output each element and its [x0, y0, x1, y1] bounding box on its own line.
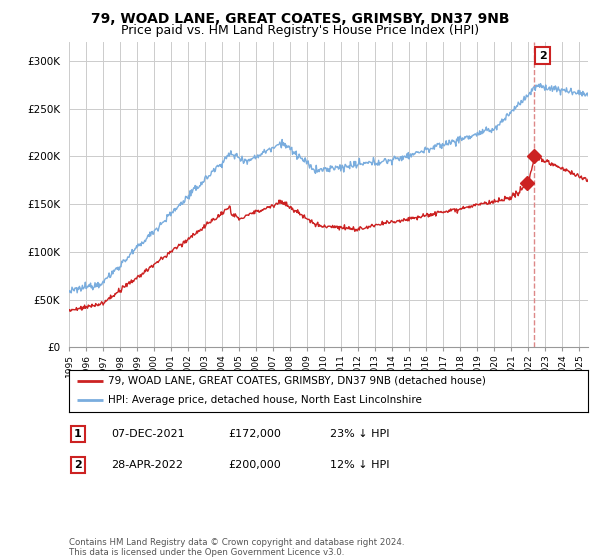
Text: Price paid vs. HM Land Registry's House Price Index (HPI): Price paid vs. HM Land Registry's House …	[121, 24, 479, 36]
Text: Contains HM Land Registry data © Crown copyright and database right 2024.
This d: Contains HM Land Registry data © Crown c…	[69, 538, 404, 557]
Text: 2: 2	[74, 460, 82, 470]
Text: HPI: Average price, detached house, North East Lincolnshire: HPI: Average price, detached house, Nort…	[108, 395, 422, 405]
Text: 79, WOAD LANE, GREAT COATES, GRIMSBY, DN37 9NB (detached house): 79, WOAD LANE, GREAT COATES, GRIMSBY, DN…	[108, 376, 486, 386]
Text: 28-APR-2022: 28-APR-2022	[111, 460, 183, 470]
Text: 07-DEC-2021: 07-DEC-2021	[111, 429, 185, 439]
Text: 2: 2	[539, 51, 547, 60]
Text: 79, WOAD LANE, GREAT COATES, GRIMSBY, DN37 9NB: 79, WOAD LANE, GREAT COATES, GRIMSBY, DN…	[91, 12, 509, 26]
Text: £200,000: £200,000	[228, 460, 281, 470]
Text: £172,000: £172,000	[228, 429, 281, 439]
Text: 23% ↓ HPI: 23% ↓ HPI	[330, 429, 389, 439]
Text: 12% ↓ HPI: 12% ↓ HPI	[330, 460, 389, 470]
Text: 1: 1	[74, 429, 82, 439]
